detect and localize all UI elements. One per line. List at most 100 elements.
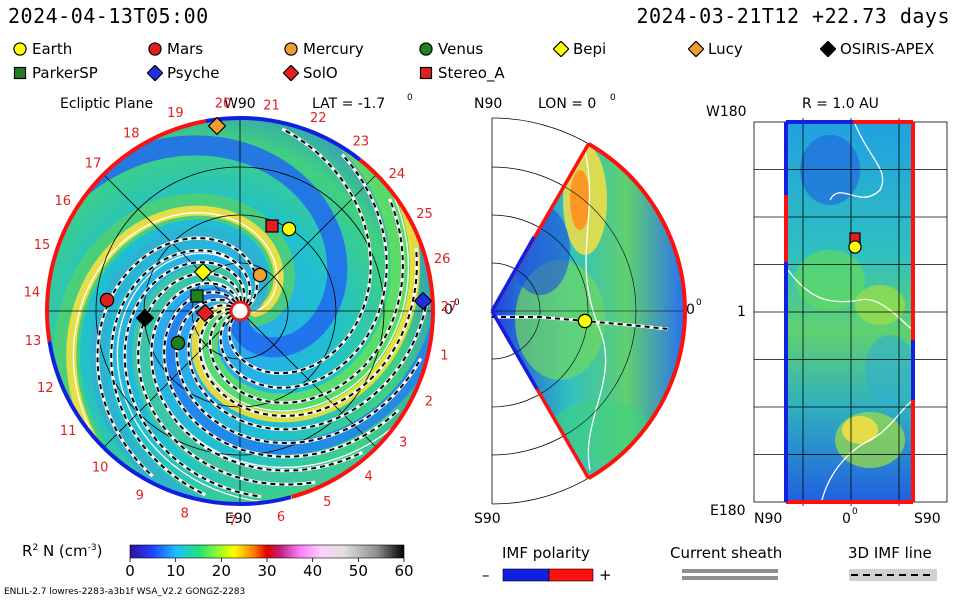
colorbar-tick-label: 10: [166, 562, 186, 580]
ecliptic-right-degree: 0: [454, 298, 460, 308]
meridional-lon-degree: 0: [610, 93, 616, 103]
ecliptic-lat: LAT = -1.7: [312, 96, 386, 112]
square-marker-icon: [419, 66, 433, 80]
marker-earth: [281, 221, 297, 237]
imf-line: [187, 302, 428, 431]
carrington-number: 3: [399, 436, 407, 451]
marker-solo: [195, 303, 215, 323]
imf-plus-label: +: [599, 566, 612, 584]
colorbar-gradient: [129, 544, 405, 559]
sphere-top-left: W180: [706, 104, 747, 120]
marker-earth: [577, 313, 593, 329]
density-blob: [865, 335, 915, 405]
current-sheath-contour: [72, 212, 278, 433]
carrington-number: 26: [434, 252, 451, 267]
square-marker-icon: [13, 66, 27, 80]
marker-psyche: [413, 291, 433, 311]
legend-label: Lucy: [708, 40, 743, 58]
marker-mercury: [252, 267, 268, 283]
footer-model-info: ENLIL-2.7 lowres-2283-a3b1f WSA_V2.2 GON…: [4, 587, 246, 597]
imf-line-legend: [849, 569, 937, 581]
carrington-number: 10: [92, 460, 109, 475]
legend-item-stereo-a: Stereo_A: [418, 64, 505, 82]
carrington-number: 7: [229, 514, 237, 529]
density-blob: [550, 400, 650, 460]
sphere-r-label: R = 1.0 AU: [802, 96, 879, 112]
marker-earth: [848, 240, 862, 254]
legend-item-venus: Venus: [418, 40, 483, 58]
legend-item-solo: SolO: [283, 64, 338, 82]
legend-marker: [13, 66, 27, 80]
carrington-number: 5: [323, 495, 331, 510]
diamond-marker-icon: [553, 41, 569, 57]
colorbar-label: R2 N (cm-3): [22, 542, 102, 560]
ecliptic-bottom-label: E90: [225, 511, 252, 527]
imf-line: [123, 261, 262, 498]
legend-item-parkersp: ParkerSP: [12, 64, 98, 82]
circle-marker-icon: [148, 42, 162, 56]
ecliptic-top-label: W90: [224, 96, 256, 112]
ecliptic-right-label: 0: [444, 302, 453, 318]
meridional-bottom-label: S90: [474, 511, 501, 527]
carrington-number: 27: [441, 300, 458, 315]
legend-marker: [147, 65, 163, 81]
imf-line: [110, 249, 251, 496]
imf-line: [219, 153, 388, 389]
carrington-number: 22: [310, 111, 327, 126]
legend-label: ParkerSP: [32, 64, 98, 82]
legend-label: Mars: [167, 40, 204, 58]
polarity-edge: [490, 310, 539, 390]
colorbar-label-exp: -3: [87, 543, 97, 553]
sphere-mid-left: 1: [737, 304, 746, 320]
colorbar-tick-label: 30: [257, 562, 277, 580]
carrington-number: 13: [25, 334, 42, 349]
model-time: 2024-04-13T05:00: [8, 4, 209, 28]
meridional-lon: LON = 0: [538, 96, 597, 112]
carrington-number: 15: [34, 238, 51, 253]
imf-line: [209, 198, 404, 404]
carrington-number: 21: [263, 98, 280, 113]
colorbar-tick-label: 50: [348, 562, 368, 580]
carrington-number: 20: [215, 97, 232, 112]
current-sheath-swatch-1: [682, 569, 778, 573]
diamond-marker-icon: [283, 65, 299, 81]
colorbar-tick-label: 0: [125, 562, 135, 580]
density-blob: [855, 285, 905, 325]
imf-polarity-title: IMF polarity: [502, 544, 590, 562]
ecliptic-lat-degree: 0: [407, 93, 413, 103]
imf-negative-swatch: [502, 568, 550, 582]
density-colorbar: [129, 544, 405, 562]
polarity-arc: [205, 116, 362, 162]
carrington-number: 6: [277, 510, 285, 525]
marker-venus: [170, 335, 186, 351]
polarity-arc: [587, 142, 687, 480]
legend-marker: [13, 42, 27, 56]
legend-marker: [419, 42, 433, 56]
imf-minus-label: –: [482, 566, 490, 584]
legend-item-mars: Mars: [147, 40, 203, 58]
sphere-x-mid: 0: [842, 511, 851, 527]
colorbar-tick-label: 20: [211, 562, 231, 580]
diamond-marker-icon: [688, 41, 704, 57]
carrington-number: 23: [353, 134, 370, 149]
meridional-top-label: N90: [474, 96, 503, 112]
legend-item-mercury: Mercury: [283, 40, 364, 58]
imf-polarity-legend: [502, 568, 594, 582]
meridional-earth-marker: [577, 313, 593, 329]
meridional-right-degree: 0: [696, 298, 702, 308]
ecliptic-imf-lines: [95, 127, 429, 499]
carrington-number: 18: [123, 126, 140, 141]
colorbar-label-sup: 2: [32, 543, 39, 553]
diamond-marker-icon: [147, 65, 163, 81]
sphere-x-right: S90: [914, 511, 941, 527]
colorbar-label-rest: N (cm: [38, 542, 88, 560]
carrington-number: 24: [389, 167, 406, 182]
carrington-number: 1: [440, 348, 448, 363]
density-stream: [72, 135, 348, 358]
current-sheath-title: Current sheath: [670, 544, 783, 562]
legend-marker: [820, 41, 836, 57]
colorbar-label-close: ): [96, 542, 103, 560]
marker-stereo-a: [265, 219, 279, 233]
